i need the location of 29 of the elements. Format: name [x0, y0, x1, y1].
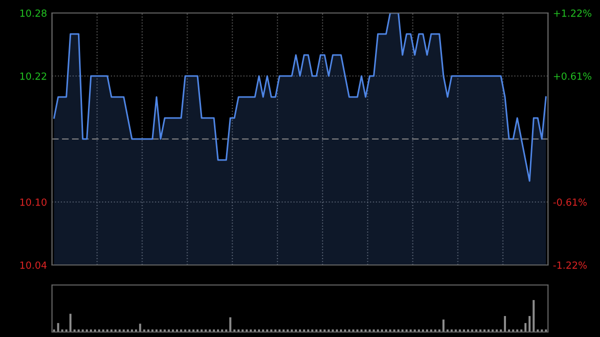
bar — [475, 329, 478, 332]
bar — [57, 323, 60, 332]
bar — [143, 329, 146, 332]
bar — [61, 329, 64, 332]
y-tick-label: 10.10 — [20, 198, 46, 206]
bar — [504, 316, 506, 332]
bar — [434, 329, 436, 332]
y2-tick-label: -1.22% — [553, 261, 587, 269]
y2-tick-label: +1.22% — [554, 9, 592, 17]
y-tick-label: 10.04 — [20, 261, 47, 269]
bar — [102, 329, 104, 332]
bar — [229, 317, 232, 332]
bar — [524, 323, 526, 332]
y2-tick-label: +0.61% — [554, 72, 592, 80]
y2-tick-label: -0.61% — [553, 198, 587, 206]
bar — [496, 329, 498, 332]
y-tick-label: 10.28 — [20, 9, 46, 17]
bar — [454, 329, 457, 332]
bar — [82, 329, 84, 332]
bar — [164, 329, 166, 332]
bar — [536, 329, 539, 332]
bar — [122, 329, 125, 332]
bar — [516, 329, 518, 332]
bar — [139, 324, 142, 332]
y-tick-label: 10.22 — [20, 72, 46, 80]
bar — [69, 314, 72, 332]
bar — [532, 300, 535, 332]
bar — [528, 316, 531, 332]
bar — [442, 320, 444, 332]
